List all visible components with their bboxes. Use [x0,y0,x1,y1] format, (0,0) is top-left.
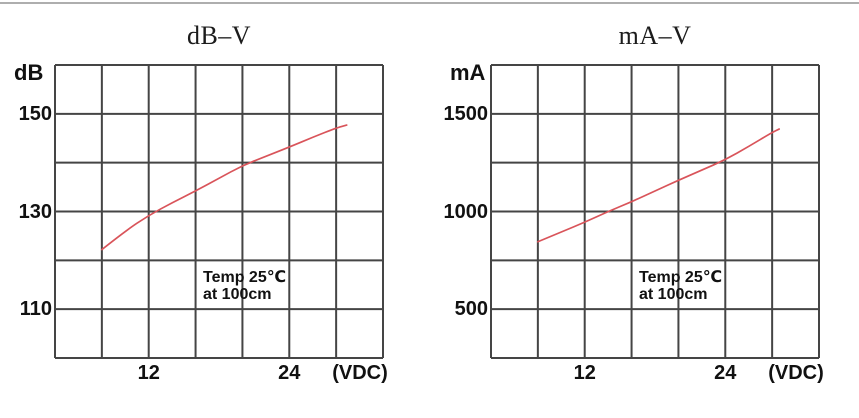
y-tick-label: 500 [454,298,488,321]
x-axis-unit-label: (VDC) [332,362,388,384]
data-curve [101,124,348,251]
annotation-line-temp: Temp 25℃ [639,269,723,286]
chart-ma-v: mA–V mA 1500 1000 500 12 24 (VDC) Temp 25℃ a… [436,0,859,418]
grid-lines [490,64,820,359]
y-tick-label: 130 [18,200,52,223]
test-condition-note: Temp 25℃ at 100cm [639,269,722,303]
chart-title: dB–V [186,21,252,50]
x-tick-label: 12 [137,362,160,384]
chart-title: mA–V [618,21,692,50]
annotation-line-temp: Temp 25℃ [203,269,287,286]
y-tick-label: 110 [19,298,52,321]
y-axis-unit-label: mA [450,60,486,85]
x-tick-label: 24 [714,362,737,384]
chart-db-v: dB–V dB 150 130 110 12 24 (VDC) Temp 25℃ at … [0,0,423,418]
x-axis-unit-label: (VDC) [768,362,824,384]
plot-area-ma-v [490,64,820,359]
y-tick-label: 1500 [443,102,489,125]
data-curve [537,128,781,243]
grid-lines [54,64,384,359]
test-condition-note: Temp 25℃ at 100cm [203,269,286,303]
plot-area-db-v [54,64,384,359]
y-tick-label: 150 [18,102,52,125]
x-tick-label: 12 [573,362,596,384]
x-tick-label: 24 [278,362,301,384]
top-divider [0,2,859,4]
y-axis-unit-label: dB [14,60,44,85]
y-tick-label: 1000 [443,200,489,223]
annotation-line-distance: at 100cm [639,286,708,303]
annotation-line-distance: at 100cm [203,286,272,303]
